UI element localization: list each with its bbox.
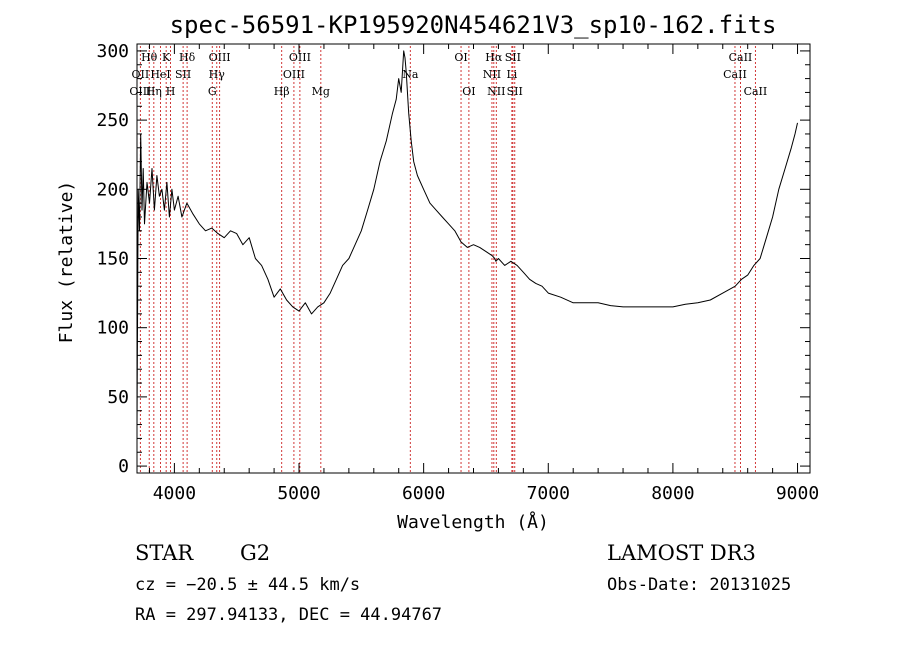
line-marker-label: OI: [454, 51, 467, 64]
x-axis-label: Wavelength (Å): [397, 511, 549, 533]
line-marker-label: Li: [506, 68, 517, 81]
y-tick-label: 50: [107, 387, 129, 408]
line-marker-label: Hη: [146, 85, 162, 98]
x-tick-label: 6000: [402, 483, 445, 504]
line-marker-label: CaII: [729, 51, 753, 64]
line-marker-label: Hθ: [141, 51, 158, 64]
survey-name: LAMOST DR3: [607, 541, 756, 565]
y-tick-label: 250: [96, 110, 129, 131]
observation-date: Obs-Date: 20131025: [607, 575, 791, 595]
redshift-velocity: cz = −20.5 ± 44.5 km/s: [135, 575, 360, 595]
spectrum-line: [136, 50, 798, 428]
y-tick-label: 0: [118, 456, 129, 477]
y-axis-label: Flux (relative): [56, 181, 77, 344]
line-marker-label: CaII: [723, 68, 747, 81]
line-marker-label: OIII: [129, 85, 151, 98]
line-marker-label: Na: [402, 68, 419, 81]
line-marker-label: Hδ: [179, 51, 196, 64]
x-tick-label: 4000: [153, 483, 196, 504]
line-marker-label: NII: [483, 68, 501, 81]
x-tick-label: 7000: [527, 483, 570, 504]
line-marker-label: HeI: [150, 68, 170, 81]
line-marker-label: OII: [132, 68, 150, 81]
y-tick-label: 100: [96, 318, 129, 339]
line-marker-label: Mg: [312, 85, 330, 98]
line-marker-label: SII: [175, 68, 191, 81]
y-tick-label: 150: [96, 249, 129, 270]
line-marker-label: NII: [487, 85, 505, 98]
x-tick-label: 9000: [776, 483, 819, 504]
x-tick-label: 8000: [651, 483, 694, 504]
line-markers: [139, 46, 756, 473]
object-class: STAR: [135, 541, 194, 565]
line-marker-labels: Hθ OII OIII K HeI Hη SII H Hδ OIII Hγ G Hβ OIII OIII Mg…: [129, 51, 767, 98]
line-marker-label: G: [208, 85, 217, 98]
y-tick-label: 300: [96, 41, 129, 62]
line-marker-label: OI: [462, 85, 475, 98]
line-marker-label: Hβ: [274, 85, 290, 98]
object-subclass: G2: [240, 541, 270, 565]
line-marker-label: Hγ: [209, 68, 226, 81]
line-marker-label: SII: [507, 85, 523, 98]
line-marker-label: OIII: [209, 51, 231, 64]
x-tick-label: 5000: [277, 483, 320, 504]
coordinates: RA = 297.94133, DEC = 44.94767: [135, 605, 442, 625]
line-marker-label: H: [166, 85, 176, 98]
line-marker-label: OIII: [289, 51, 311, 64]
plot-frame: [136, 43, 811, 474]
y-axis-ticks: 0 50 100 150 200 250 300: [96, 41, 810, 477]
line-marker-label: Hα: [485, 51, 503, 64]
chart-title: spec-56591-KP195920N454621V3_sp10-162.fi…: [170, 11, 777, 39]
x-axis-ticks: 4000 5000 6000 7000 8000 9000: [148, 44, 819, 504]
line-marker-label: OIII: [283, 68, 305, 81]
line-marker-label: SII: [505, 51, 521, 64]
line-marker-label: K: [162, 51, 171, 64]
y-tick-label: 200: [96, 179, 129, 200]
line-marker-label: CaII: [744, 85, 768, 98]
